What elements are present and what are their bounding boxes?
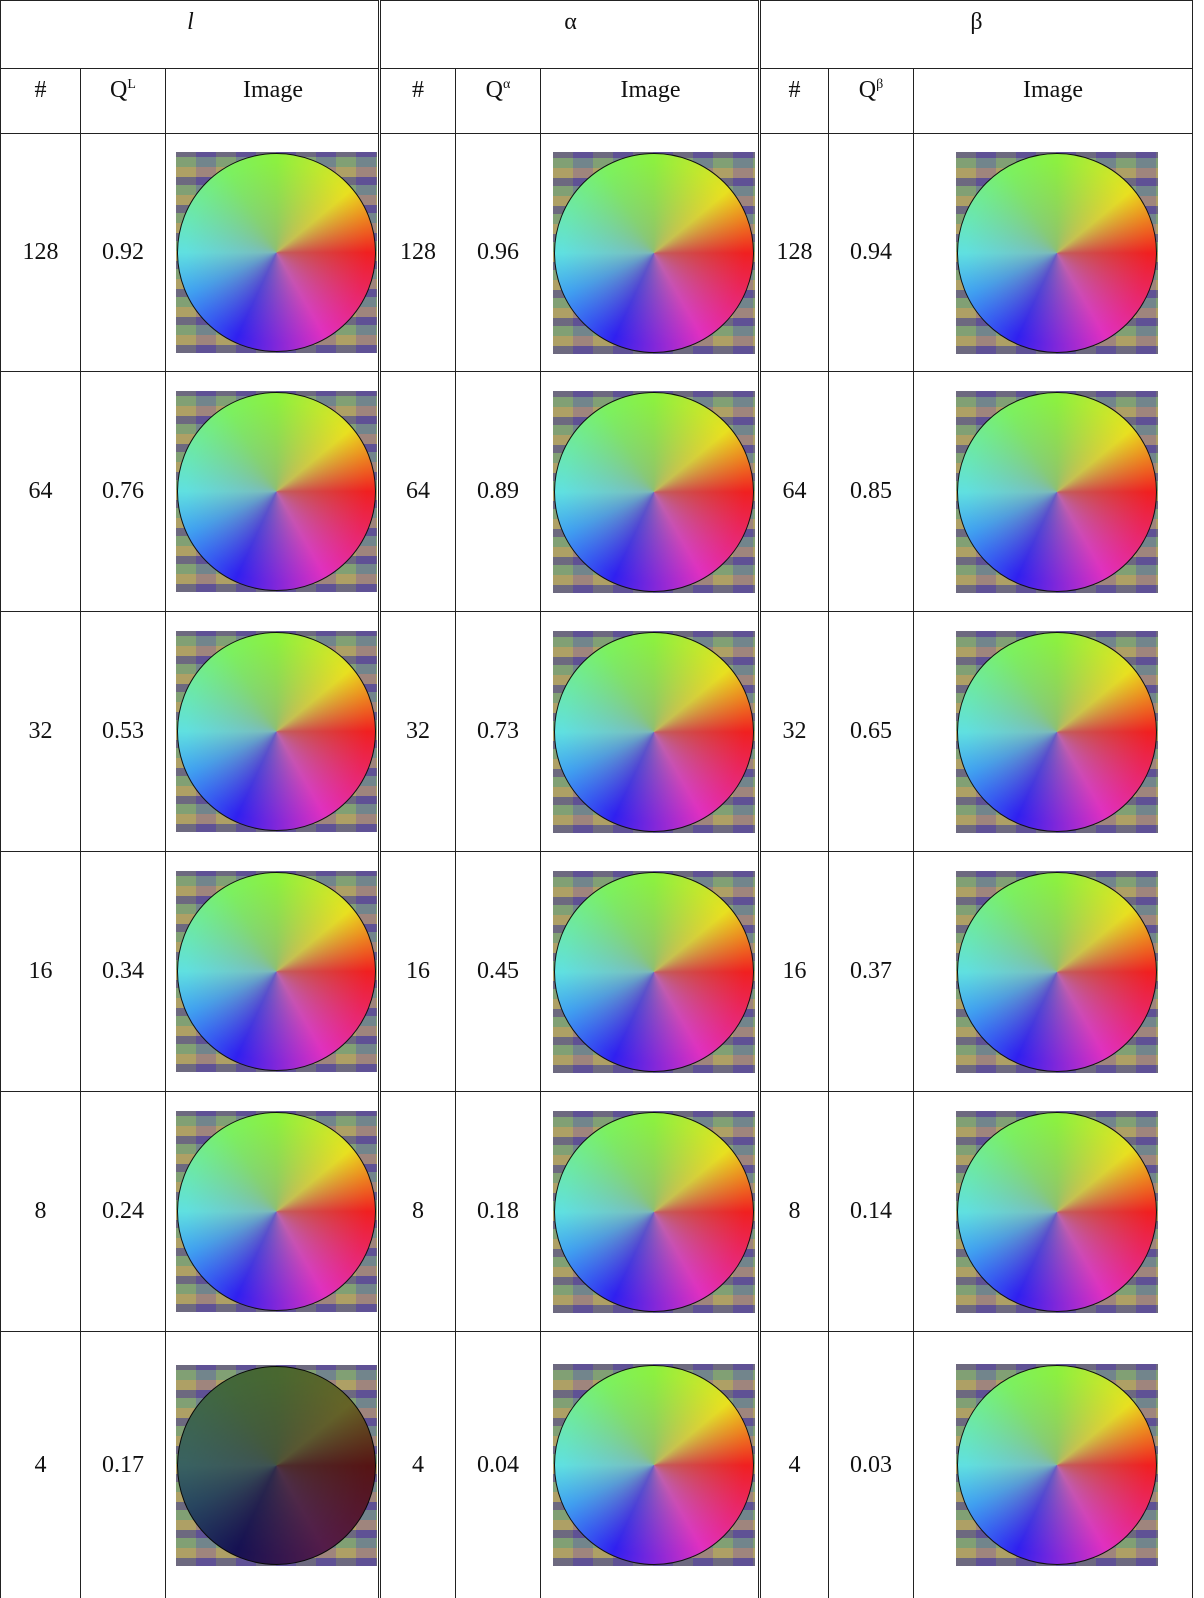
result-image xyxy=(956,1111,1158,1313)
level-count: 128 xyxy=(0,133,81,372)
quality-value: 0.34 xyxy=(80,851,166,1092)
level-count: 16 xyxy=(0,851,81,1092)
quality-value: 0.65 xyxy=(828,611,914,852)
result-image xyxy=(956,631,1158,833)
group-header: β xyxy=(760,0,1193,69)
result-image xyxy=(176,871,377,1072)
result-image xyxy=(553,871,755,1073)
level-count: 16 xyxy=(380,851,456,1092)
color-wheel xyxy=(554,1365,754,1565)
result-image xyxy=(553,1111,755,1313)
color-wheel xyxy=(554,872,754,1072)
quality-value: 0.96 xyxy=(455,133,541,372)
color-wheel xyxy=(554,632,754,832)
column-header: # xyxy=(760,68,829,134)
quality-symbol: Q xyxy=(110,77,127,104)
color-wheel xyxy=(957,392,1157,592)
result-image xyxy=(553,631,755,833)
color-wheel xyxy=(957,153,1157,353)
level-count: 32 xyxy=(0,611,81,852)
color-wheel xyxy=(177,153,376,352)
quality-value: 0.76 xyxy=(80,371,166,612)
result-image xyxy=(553,1364,755,1566)
quality-value: 0.18 xyxy=(455,1091,541,1332)
result-image xyxy=(553,152,755,354)
quality-subscript: β xyxy=(876,77,883,93)
quality-value: 0.94 xyxy=(828,133,914,372)
group-header: l xyxy=(0,0,381,69)
result-image xyxy=(956,1364,1158,1566)
result-image xyxy=(956,152,1158,354)
level-count: 8 xyxy=(380,1091,456,1332)
column-header: # xyxy=(380,68,456,134)
quality-value: 0.73 xyxy=(455,611,541,852)
column-header: # xyxy=(0,68,81,134)
level-count: 8 xyxy=(760,1091,829,1332)
level-count: 128 xyxy=(760,133,829,372)
column-header: Image xyxy=(540,68,761,134)
result-image xyxy=(176,631,377,832)
quality-value: 0.85 xyxy=(828,371,914,612)
double-rule xyxy=(758,0,761,1598)
color-wheel xyxy=(554,153,754,353)
level-count: 32 xyxy=(380,611,456,852)
quality-subscript: α xyxy=(503,77,510,93)
result-image xyxy=(176,391,377,592)
level-count: 64 xyxy=(0,371,81,612)
color-wheel xyxy=(957,872,1157,1072)
quality-value: 0.24 xyxy=(80,1091,166,1332)
color-wheel xyxy=(957,1112,1157,1312)
level-count: 4 xyxy=(0,1331,81,1598)
level-count: 4 xyxy=(760,1331,829,1598)
result-image xyxy=(956,391,1158,593)
quality-value: 0.03 xyxy=(828,1331,914,1598)
quality-symbol: Q xyxy=(486,77,503,104)
column-header: Image xyxy=(913,68,1193,134)
color-wheel xyxy=(957,632,1157,832)
quality-value: 0.04 xyxy=(455,1331,541,1598)
quality-value: 0.14 xyxy=(828,1091,914,1332)
level-count: 16 xyxy=(760,851,829,1092)
result-image xyxy=(176,152,377,353)
level-count: 8 xyxy=(0,1091,81,1332)
group-header: α xyxy=(380,0,761,69)
quality-symbol: Q xyxy=(859,77,876,104)
result-image xyxy=(553,391,755,593)
color-wheel xyxy=(957,1365,1157,1565)
color-wheel xyxy=(554,392,754,592)
quality-value: 0.37 xyxy=(828,851,914,1092)
result-image xyxy=(176,1365,377,1566)
result-image xyxy=(956,871,1158,1073)
color-wheel xyxy=(177,1112,376,1311)
quality-value: 0.92 xyxy=(80,133,166,372)
column-header: Image xyxy=(165,68,381,134)
level-count: 4 xyxy=(380,1331,456,1598)
level-count: 32 xyxy=(760,611,829,852)
quality-value: 0.53 xyxy=(80,611,166,852)
color-wheel xyxy=(554,1112,754,1312)
double-rule xyxy=(378,0,381,1598)
table-page: l#QLImage1280.92640.76320.53160.3480.244… xyxy=(0,0,1204,1598)
color-wheel xyxy=(177,392,376,591)
level-count: 64 xyxy=(380,371,456,612)
level-count: 128 xyxy=(380,133,456,372)
quality-value: 0.17 xyxy=(80,1331,166,1598)
quality-value: 0.89 xyxy=(455,371,541,612)
result-image xyxy=(176,1111,377,1312)
color-wheel xyxy=(177,632,376,831)
color-wheel xyxy=(177,1366,376,1565)
quality-value: 0.45 xyxy=(455,851,541,1092)
quality-subscript: L xyxy=(127,77,136,93)
color-wheel xyxy=(177,872,376,1071)
level-count: 64 xyxy=(760,371,829,612)
